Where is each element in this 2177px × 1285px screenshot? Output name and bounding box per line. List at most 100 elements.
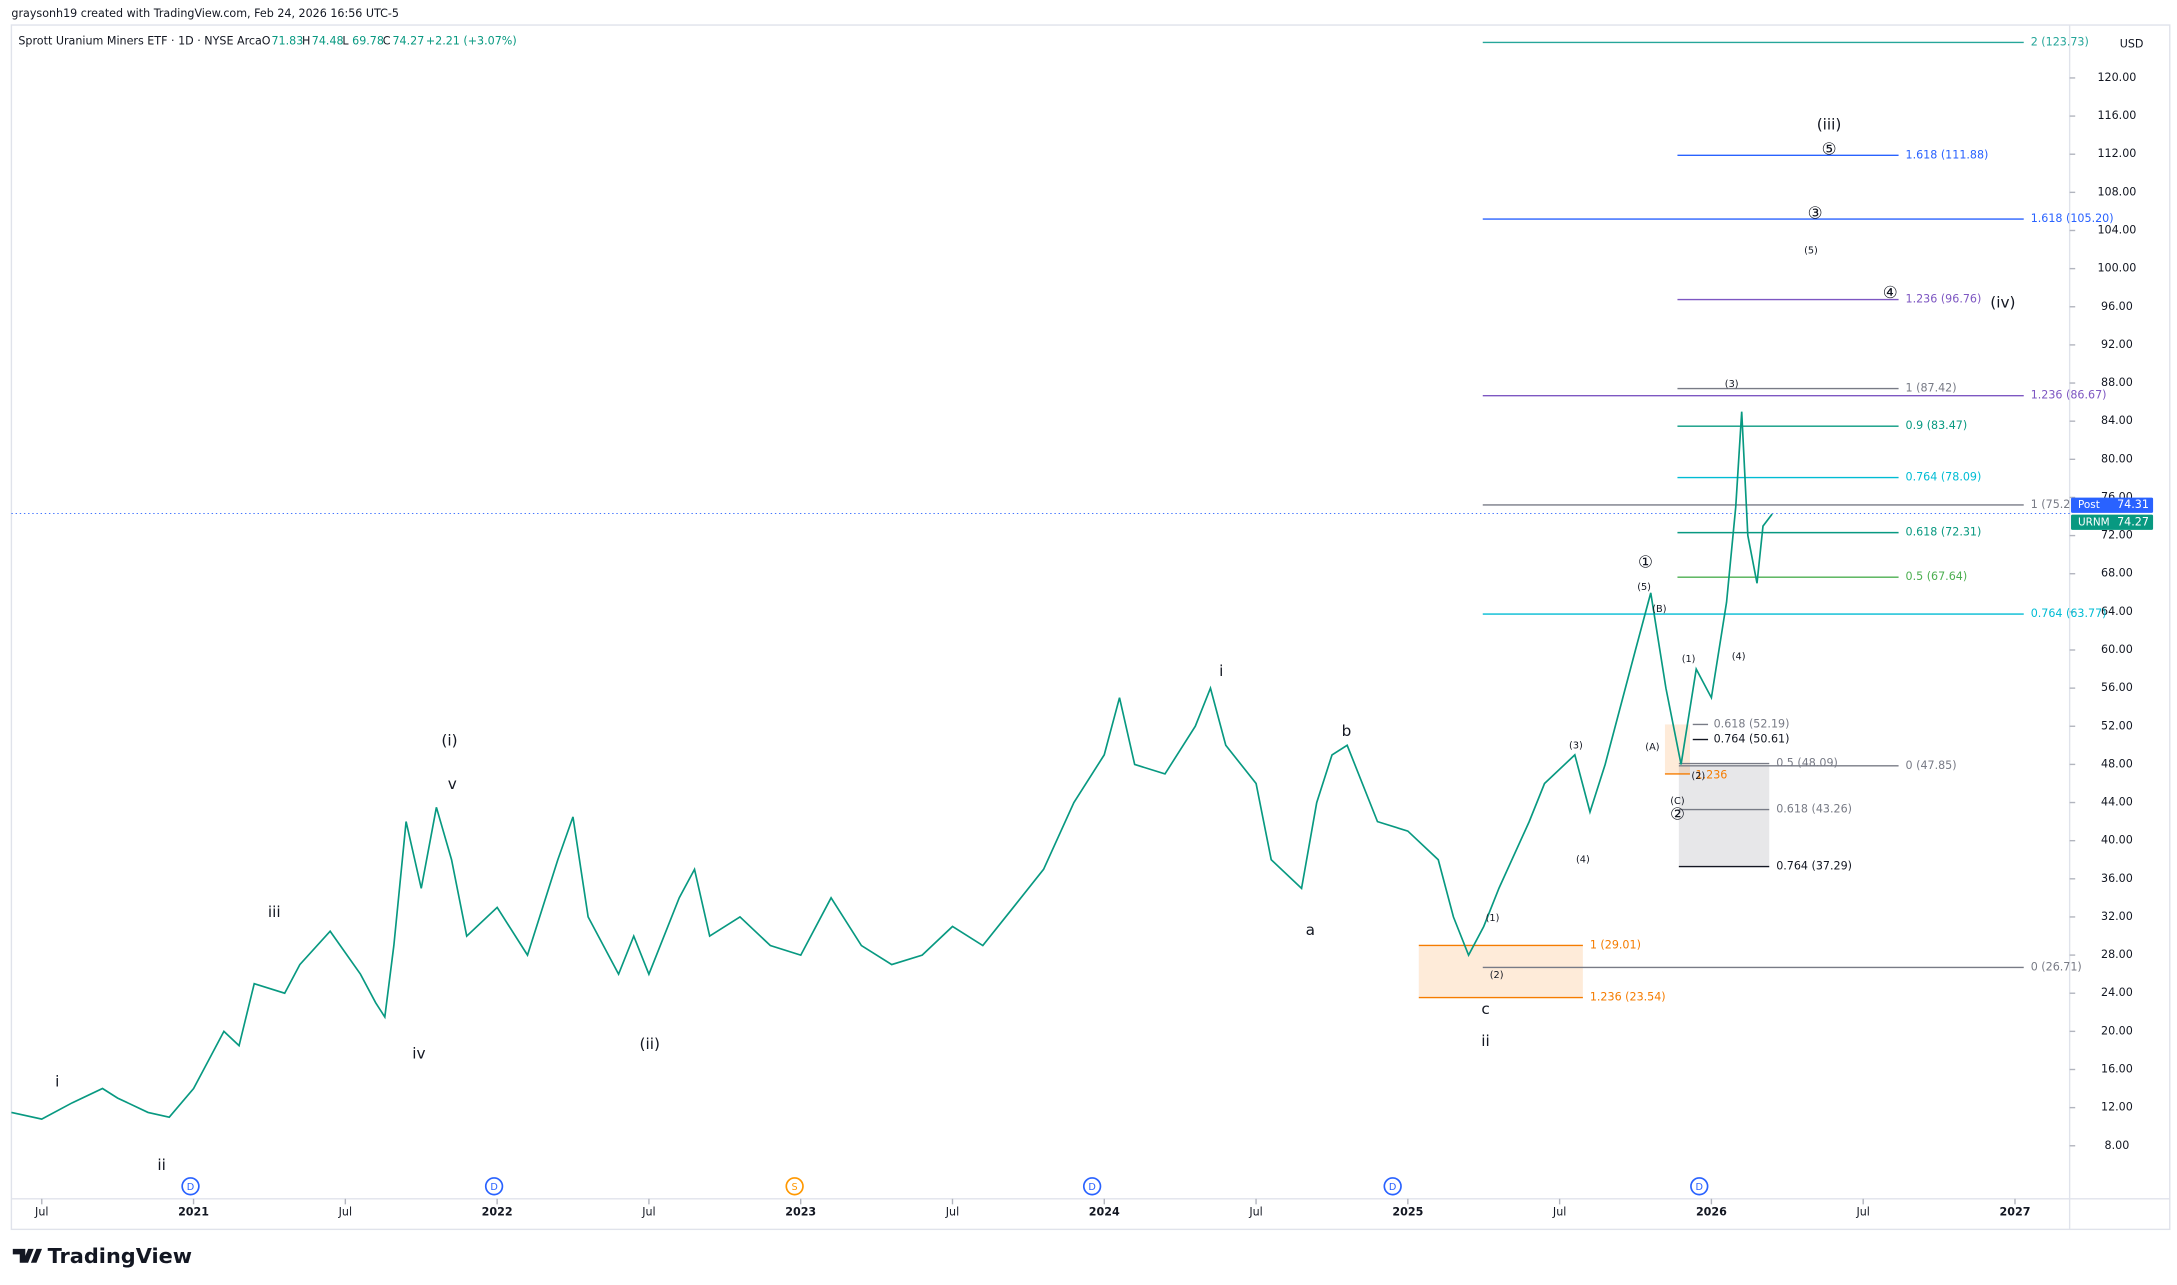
fib-label: 0.618 (72.31) xyxy=(1906,526,1982,539)
wave-label: iii xyxy=(268,903,281,921)
y-tick-label: 48.00 xyxy=(2101,757,2133,770)
currency: USD xyxy=(2120,38,2144,51)
wave-label: a xyxy=(1306,921,1315,939)
event-marker xyxy=(1082,1177,1102,1196)
ohlc-value: 71.83 xyxy=(271,35,303,48)
x-tick-label: 2024 xyxy=(1089,1206,1120,1219)
x-tick-label: Jul xyxy=(338,1206,352,1219)
price-tag-value: 74.27 xyxy=(2117,515,2149,528)
wave-label: i xyxy=(55,1072,59,1090)
y-tick-label: 8.00 xyxy=(2105,1139,2130,1152)
y-tick-label: 80.00 xyxy=(2101,452,2133,465)
wave-label: b xyxy=(1342,722,1352,740)
wave-label: (iv) xyxy=(1990,294,2015,312)
x-tick-label: Jul xyxy=(641,1206,655,1219)
ohlc-value: 74.48 xyxy=(312,35,344,48)
wave-label: ⑤ xyxy=(1822,140,1837,159)
fib-label: 0.5 (48.09) xyxy=(1776,757,1838,770)
wave-label: (1) xyxy=(1486,913,1500,924)
wave-label: (iii) xyxy=(1817,116,1842,134)
y-tick-label: 100.00 xyxy=(2097,262,2136,275)
event-marker xyxy=(181,1177,200,1196)
y-tick-label: 92.00 xyxy=(2101,338,2133,351)
wave-label: (i) xyxy=(441,732,457,750)
fib-label: 1.236 (23.54) xyxy=(1590,991,1666,1004)
fib-label: 0.5 (67.64) xyxy=(1906,570,1968,583)
fib-label: 1 (87.42) xyxy=(1906,382,1957,395)
wave-label: (2) xyxy=(1691,771,1705,782)
fib-label: 2 (123.73) xyxy=(2031,35,2089,48)
y-tick-label: 120.00 xyxy=(2097,71,2136,84)
fib-label: 1.236 (96.76) xyxy=(1906,293,1982,306)
x-tick-label: Jul xyxy=(1552,1206,1566,1219)
wave-label: iv xyxy=(412,1045,425,1063)
x-tick-label: 2025 xyxy=(1392,1206,1423,1219)
ohlc: O 71.83H 74.48L 69.78C 74.27 +2.21 (+3.07%) xyxy=(262,35,517,48)
wave-label: (3) xyxy=(1569,740,1583,751)
price-tag-name: Post xyxy=(2078,499,2100,511)
y-tick-label: 60.00 xyxy=(2101,643,2133,656)
ohlc-key: L xyxy=(342,35,349,48)
wave-label: (B) xyxy=(1652,604,1666,615)
event-label: D xyxy=(1389,1182,1396,1193)
fib-label: 0.764 (50.61) xyxy=(1714,733,1790,746)
x-tick-label: Jul xyxy=(945,1206,959,1219)
wave-label: (ii) xyxy=(640,1035,660,1053)
fib-label: 1.618 (111.88) xyxy=(1906,148,1989,161)
wave-label: ③ xyxy=(1808,204,1823,223)
correction-zone xyxy=(1678,765,1770,867)
price-tag-name: URNM xyxy=(2078,516,2110,528)
logo: TradingView xyxy=(12,1244,192,1268)
wave-label: (1) xyxy=(1682,654,1696,665)
event-marker xyxy=(1690,1177,1709,1196)
y-tick-label: 44.00 xyxy=(2101,796,2133,809)
y-tick-label: 88.00 xyxy=(2101,376,2133,389)
wave-label: c xyxy=(1481,1000,1489,1018)
y-tick-label: 28.00 xyxy=(2101,948,2133,961)
y-tick-label: 52.00 xyxy=(2101,719,2133,732)
y-tick-label: 108.00 xyxy=(2097,185,2136,198)
wave-label: ① xyxy=(1638,553,1653,572)
fib-label: 1.618 (105.20) xyxy=(2031,212,2114,225)
y-tick-label: 24.00 xyxy=(2101,986,2133,999)
price-tag-value: 74.31 xyxy=(2117,498,2149,511)
wave-label: (4) xyxy=(1732,651,1746,662)
ohlc-key: O xyxy=(262,35,271,48)
y-tick-label: 56.00 xyxy=(2101,681,2133,694)
logo-mark xyxy=(12,1248,43,1263)
wave-label: ④ xyxy=(1883,283,1898,302)
x-tick-label: Jul xyxy=(1248,1206,1262,1219)
y-tick-label: 112.00 xyxy=(2097,147,2136,160)
wave-label: (4) xyxy=(1576,854,1590,865)
ohlc-value: 69.78 xyxy=(352,35,384,48)
wave-label: ② xyxy=(1670,804,1685,823)
event-marker xyxy=(484,1177,504,1196)
chart-frame xyxy=(10,24,2171,1231)
wave-label: (C) xyxy=(1670,796,1684,807)
y-tick-label: 96.00 xyxy=(2101,300,2133,313)
change: +2.21 (+3.07%) xyxy=(426,35,517,48)
wave-label: ii xyxy=(157,1156,166,1174)
event-label: D xyxy=(187,1182,194,1193)
ohlc-value: 74.27 xyxy=(392,35,424,48)
wave-label: ii xyxy=(1481,1032,1490,1050)
x-tick-label: 2026 xyxy=(1696,1206,1727,1219)
x-tick-label: Jul xyxy=(34,1206,48,1219)
ohlc-key: C xyxy=(383,35,391,48)
y-tick-label: 12.00 xyxy=(2101,1101,2133,1114)
x-tick-label: 2021 xyxy=(178,1206,209,1219)
fib-label: 1 (75.22) xyxy=(2031,498,2082,511)
x-tick-label: Jul xyxy=(1856,1206,1870,1219)
fib-label: 1.236 (86.67) xyxy=(2031,389,2107,402)
ohlc-key: H xyxy=(302,35,310,48)
wave-label: v xyxy=(448,775,457,793)
event-label: D xyxy=(490,1182,497,1193)
y-tick-label: 68.00 xyxy=(2101,567,2133,580)
event-label: D xyxy=(1696,1182,1703,1193)
credit: graysonh19 created with TradingView.com,… xyxy=(11,7,399,20)
y-tick-label: 116.00 xyxy=(2097,109,2136,122)
fib-label: 0.618 (43.26) xyxy=(1776,803,1852,816)
fib-label: 1 (29.01) xyxy=(1590,938,1641,951)
price-line-series xyxy=(11,411,1773,1120)
